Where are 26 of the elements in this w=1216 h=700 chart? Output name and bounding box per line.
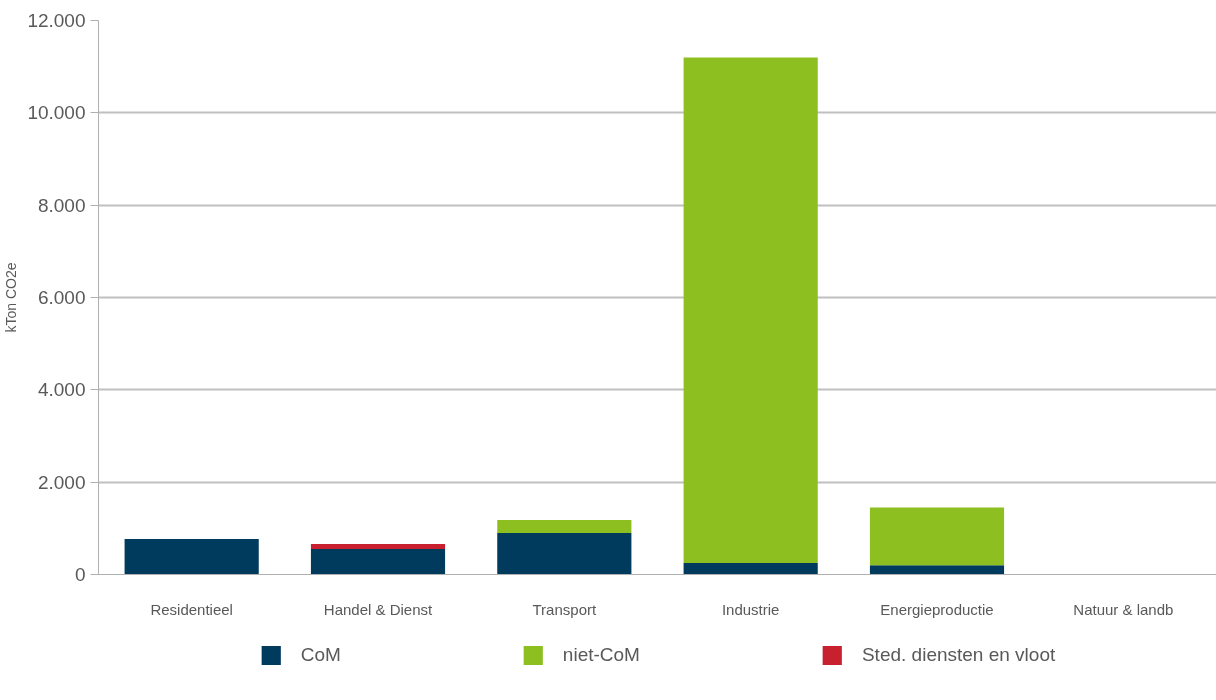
x-tick-label: Natuur & landb (1073, 600, 1174, 618)
bar (497, 532, 632, 575)
y-tick-label: 4.000 (37, 379, 86, 401)
x-tick-label: Energieproductie (880, 600, 994, 618)
y-tick-label: 8.000 (37, 194, 86, 216)
bar (869, 565, 1005, 575)
y-tick-label: 6.000 (37, 287, 86, 308)
bar (497, 520, 632, 533)
legend-label: CoM (300, 644, 341, 666)
bar (124, 538, 259, 575)
x-tick-label: Transport (532, 600, 597, 618)
y-tick-label: 12.000 (27, 10, 86, 31)
legend-label: Sted. diensten en vloot (861, 644, 1056, 666)
x-tick-label: Handel & Dienst (323, 600, 434, 618)
y-tick-label: 2.000 (37, 471, 86, 493)
bar (869, 507, 1005, 566)
y-tick-label: 10.000 (27, 102, 86, 124)
y-axis-title: kTon CO2e (3, 262, 20, 333)
x-tick-label: Residentieel (150, 600, 233, 618)
x-tick-label: Industrie (721, 600, 780, 618)
bar (683, 562, 818, 575)
y-tick-label: 0 (74, 564, 86, 585)
bar (310, 544, 446, 550)
legend-label: niet-CoM (562, 644, 640, 666)
bar (683, 57, 818, 563)
bar (310, 549, 446, 575)
